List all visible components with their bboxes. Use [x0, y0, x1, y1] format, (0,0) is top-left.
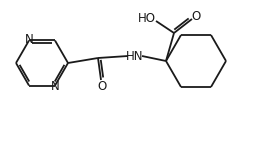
Text: HN: HN: [126, 50, 144, 63]
Text: N: N: [51, 80, 59, 93]
Text: O: O: [97, 79, 107, 93]
Text: N: N: [25, 33, 33, 46]
Text: O: O: [191, 11, 201, 24]
Text: HO: HO: [138, 13, 156, 26]
